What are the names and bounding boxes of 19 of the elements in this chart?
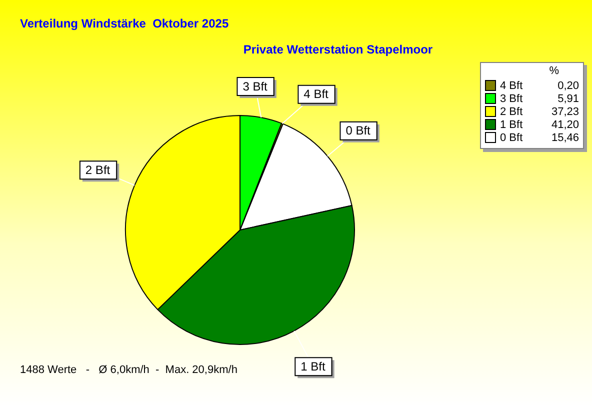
slice-label: 0 Bft [346,124,372,138]
data-label: 5,91 [556,92,579,104]
slice-label: 3 Bft [242,79,268,94]
legend-label: 2 Bft [500,106,524,118]
text: 1488 Werte - Ø 6,0km/h - Max. 20,9km/h [20,364,238,376]
slice-label: 2 Bft [85,162,111,177]
data-label: 37,23 [550,106,579,118]
legend-label: 0 Bft [500,132,524,144]
data-label: 0,20 [556,80,579,92]
data-label: 41,20 [550,118,579,130]
data-label: 15,46 [550,132,579,144]
legend-title: % [548,65,560,79]
legend-label: 3 Bft [500,92,524,104]
chart-title: Verteilung Windstärke Oktober 2025 [20,16,229,30]
slice-label: 4 Bft [304,87,330,102]
legend-label: 1 Bft [500,118,524,130]
slice-label: 1 Bft [300,359,326,374]
chart-subtitle: Private Wetterstation Stapelmoor [243,42,433,56]
legend-label: 4 Bft [500,80,524,92]
